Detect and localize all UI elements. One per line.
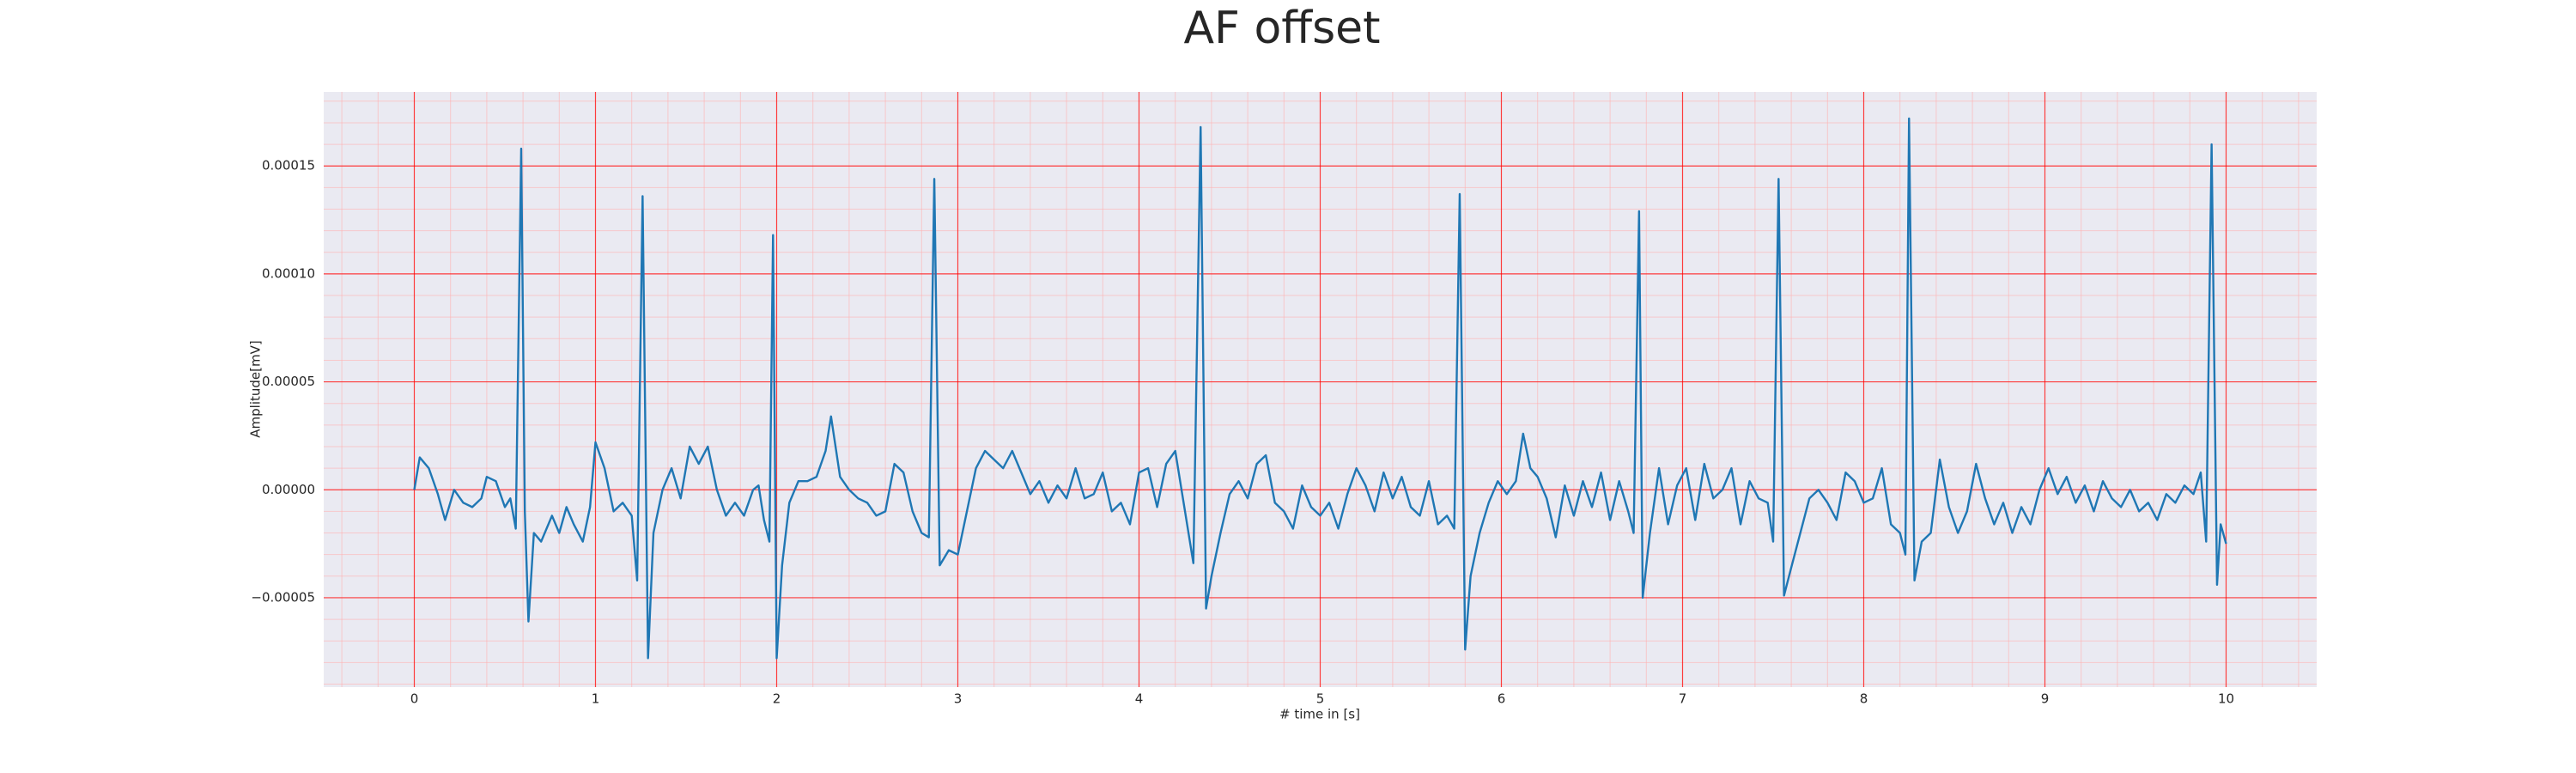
x-tick-label: 9 [2041,691,2050,707]
y-tick-label: 0.00000 [262,482,315,497]
y-axis-label: Amplitude[mV] [248,340,264,437]
x-tick-label: 7 [1679,691,1687,707]
y-tick-label: 0.00015 [262,158,315,173]
series-layer [413,117,2227,660]
y-tick-label: 0.00005 [262,374,315,389]
chart-title: AF offset [1183,3,1380,54]
x-axis-label: # time in [s] [1279,707,1360,722]
x-tick-label: 3 [954,691,963,707]
y-tick-label: −0.00005 [251,589,315,605]
x-tick-label: 0 [410,691,419,707]
x-tick-label: 10 [2218,691,2234,707]
y-tick-label: 0.00010 [262,265,315,281]
line-series [413,117,2227,660]
x-tick-label: 4 [1135,691,1144,707]
x-tick-label: 1 [592,691,600,707]
x-tick-label: 5 [1316,691,1325,707]
x-tick-label: 2 [773,691,781,707]
x-tick-label: 8 [1860,691,1868,707]
x-tick-label: 6 [1498,691,1506,707]
grid [324,92,2317,687]
